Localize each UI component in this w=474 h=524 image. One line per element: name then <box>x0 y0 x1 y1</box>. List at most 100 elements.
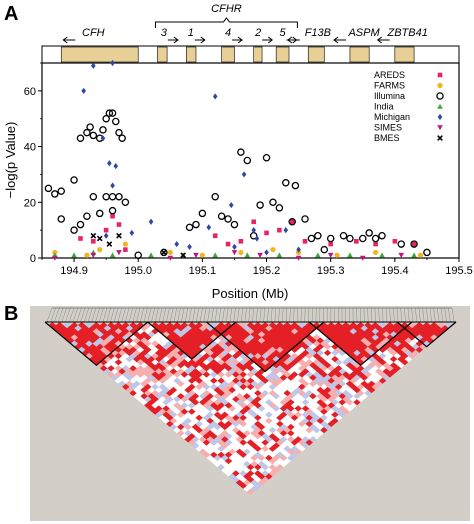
data-point <box>301 215 309 223</box>
data-point <box>90 252 97 259</box>
snp-tick <box>151 307 155 323</box>
snp-tick <box>106 307 111 323</box>
data-point <box>398 252 405 259</box>
data-point <box>110 182 115 189</box>
data-point <box>307 234 316 243</box>
snp-tick <box>132 307 137 323</box>
snp-tick <box>177 307 181 323</box>
gene-label: 1 <box>188 27 194 39</box>
data-point <box>354 238 359 244</box>
snp-tick <box>374 307 376 323</box>
gene-box <box>394 46 415 63</box>
data-point <box>295 255 302 261</box>
data-point <box>339 231 348 240</box>
snp-tick <box>110 307 115 323</box>
gene-label: 4 <box>225 27 231 39</box>
data-point <box>161 249 167 256</box>
gene-arrowhead <box>173 36 179 44</box>
data-point <box>212 233 218 239</box>
snp-tick <box>196 307 199 323</box>
gene-arrowhead <box>287 36 293 44</box>
gene-arrowhead <box>200 36 206 44</box>
data-point <box>288 218 296 226</box>
snp-tick <box>169 307 174 323</box>
legend-label: SIMES <box>374 123 402 133</box>
data-point <box>76 134 85 142</box>
data-point <box>106 241 113 247</box>
gene-box <box>221 46 235 63</box>
data-point <box>185 223 194 232</box>
legend-marker <box>437 82 443 89</box>
x-tick-label: 195.4 <box>381 265 409 277</box>
y-tick-label: 20 <box>24 197 36 209</box>
snp-tick <box>437 307 440 323</box>
x-tick-label: 195.2 <box>253 265 281 277</box>
y-tick-label: 0 <box>30 253 36 265</box>
snp-tick <box>278 307 280 323</box>
data-point <box>113 162 119 170</box>
data-point <box>95 209 104 218</box>
snp-tick <box>426 307 429 323</box>
data-point <box>315 252 321 258</box>
snp-tick <box>203 307 207 323</box>
snp-tick <box>237 307 240 323</box>
snp-tick <box>274 307 277 323</box>
data-point <box>78 236 83 241</box>
snp-tick <box>404 307 406 323</box>
data-point <box>270 247 276 253</box>
snp-tick <box>252 307 255 323</box>
data-point <box>84 252 90 258</box>
snp-tick <box>121 307 126 323</box>
data-point <box>231 250 238 256</box>
gene-label: F13B <box>305 27 331 39</box>
snp-tick <box>407 307 410 323</box>
data-point <box>108 109 117 117</box>
snp-tick <box>199 307 203 323</box>
snp-tick <box>136 307 141 323</box>
data-point <box>89 192 98 201</box>
snp-tick <box>128 307 133 323</box>
panel-a-label: A <box>4 3 18 25</box>
data-point <box>397 240 406 248</box>
data-point <box>102 192 110 201</box>
data-point <box>116 250 122 256</box>
x-tick-label: 195.3 <box>317 265 345 277</box>
snp-tick <box>50 307 56 323</box>
snp-tick <box>363 307 365 323</box>
data-point <box>225 241 231 247</box>
gene-box <box>186 46 197 63</box>
data-point <box>289 219 295 225</box>
snp-tick <box>304 307 306 323</box>
snp-tick <box>393 307 395 323</box>
snp-tick <box>415 307 417 323</box>
data-point <box>192 220 200 229</box>
plot-frame <box>41 62 460 259</box>
data-point <box>423 248 431 257</box>
legend-marker <box>437 72 443 78</box>
data-point <box>302 238 308 244</box>
data-point <box>174 240 180 248</box>
y-axis-label: −log(p Value) <box>3 122 18 199</box>
data-point <box>256 201 264 209</box>
snp-tick <box>65 307 71 323</box>
snp-tick <box>125 307 130 323</box>
snp-tick <box>371 307 373 323</box>
data-point <box>89 131 98 140</box>
snp-tick <box>207 307 210 323</box>
x-tick-label: 194.9 <box>60 265 88 277</box>
snp-tick <box>382 307 384 323</box>
data-point <box>371 234 380 243</box>
legend-label: FARMS <box>374 81 405 91</box>
snp-tick <box>259 307 262 323</box>
data-point <box>243 156 252 165</box>
data-point <box>86 123 94 131</box>
snp-tick <box>233 307 236 323</box>
data-point <box>121 198 130 207</box>
data-point <box>212 252 219 258</box>
data-point <box>76 220 85 229</box>
data-point <box>346 234 354 243</box>
snp-tick <box>422 307 425 323</box>
snp-tick <box>289 307 291 323</box>
data-point <box>257 252 263 259</box>
